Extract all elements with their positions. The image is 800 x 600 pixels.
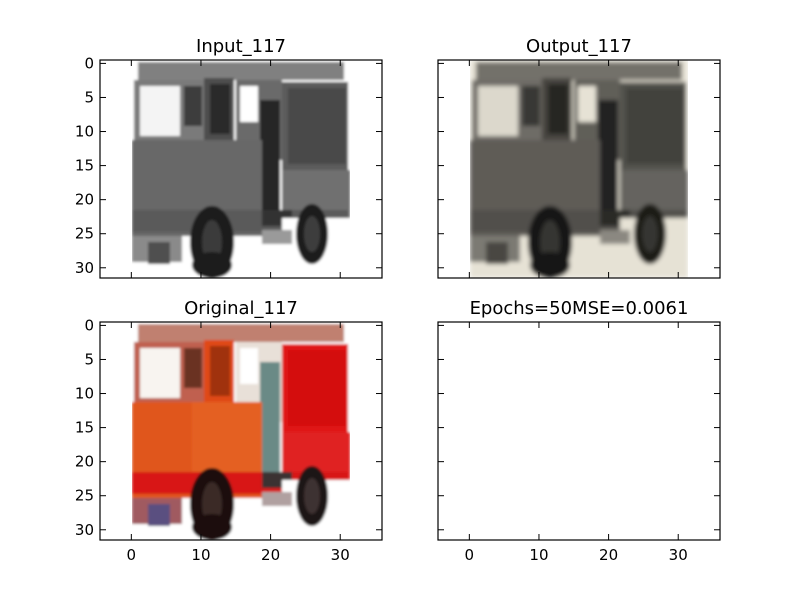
y-tick-label: 5 (84, 88, 94, 106)
y-tick-label: 5 (84, 350, 94, 368)
y-tick-label: 30 (75, 521, 94, 539)
y-tick-label: 25 (75, 487, 94, 505)
y-tick-label: 20 (75, 453, 94, 471)
x-tick-label: 20 (261, 546, 280, 564)
panel-title-input: Input_117 (196, 36, 286, 57)
panel-original: Original_117 0 5 10 15 20 25 30 0 10 20 30 (75, 298, 383, 564)
y-tick-label: 0 (84, 54, 94, 72)
x-tick-marks (468, 60, 679, 278)
axes-frame (437, 59, 721, 279)
y-tick-label: 15 (75, 419, 94, 437)
axes-frame (437, 321, 721, 541)
x-tick-label: 30 (669, 546, 688, 564)
axes-frame (99, 321, 383, 541)
panel-title-original: Original_117 (184, 298, 298, 319)
panel-title-metrics: Epochs=50MSE=0.0061 (470, 298, 689, 319)
x-tick-label: 0 (127, 546, 137, 564)
y-tick-label: 15 (75, 157, 94, 175)
x-tick-label: 0 (465, 546, 475, 564)
y-tick-label: 30 (75, 259, 94, 277)
y-tick-label: 10 (75, 123, 94, 141)
input-image (132, 60, 350, 278)
axes-background (438, 322, 720, 540)
y-tick-label: 0 (84, 316, 94, 334)
x-tick-label: 20 (599, 546, 618, 564)
x-tick-label: 10 (529, 546, 548, 564)
x-tick-label: 30 (331, 546, 350, 564)
axes-frame (99, 59, 383, 279)
panel-input: Input_117 0 5 10 15 20 25 30 (75, 36, 383, 279)
output-image (470, 60, 688, 278)
panel-metrics: Epochs=50MSE=0.0061 0 10 20 30 (437, 298, 721, 564)
x-tick-marks (130, 60, 341, 278)
panel-output: Output_117 (437, 36, 721, 279)
y-tick-label: 25 (75, 225, 94, 243)
y-tick-label: 20 (75, 191, 94, 209)
panel-title-output: Output_117 (526, 36, 632, 57)
original-image (132, 322, 350, 540)
y-tick-label: 10 (75, 385, 94, 403)
x-tick-label: 10 (191, 546, 210, 564)
